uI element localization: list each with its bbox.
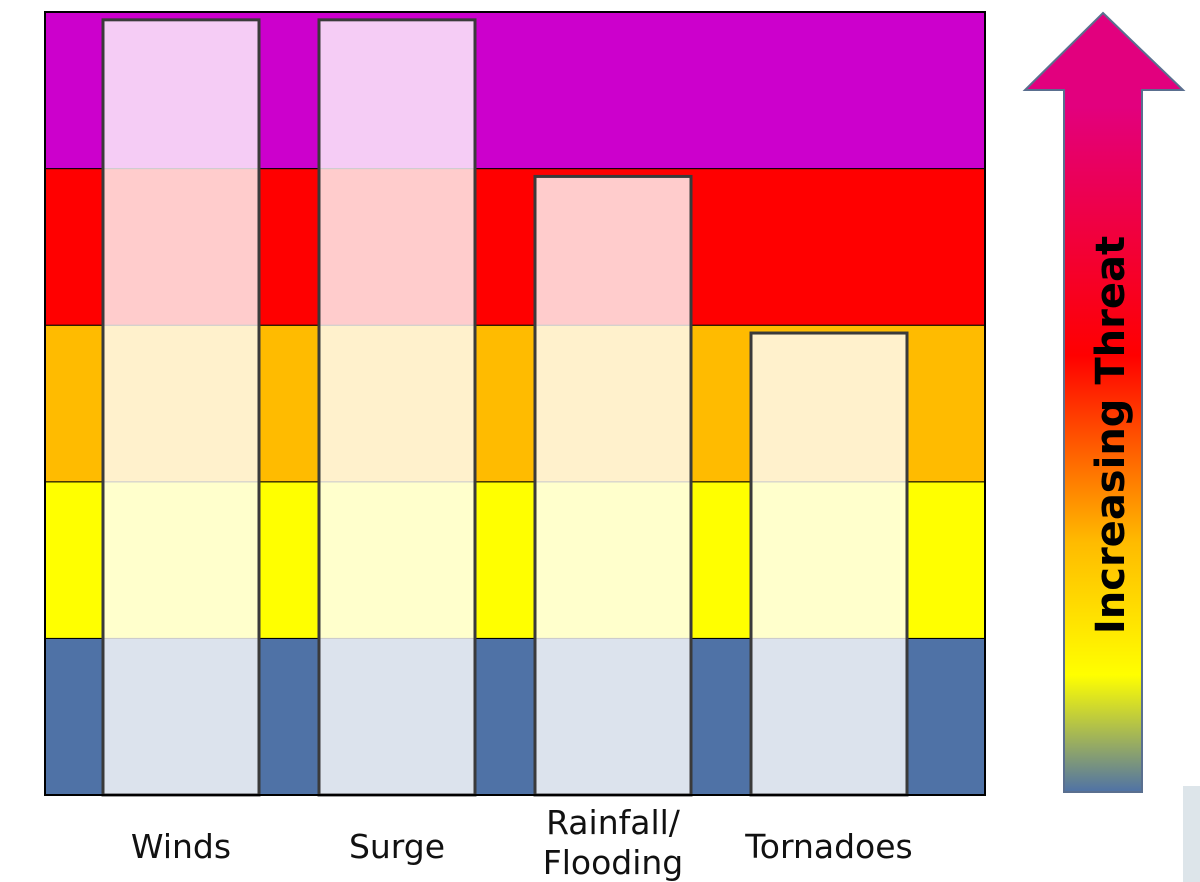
- bar-tornadoes: [749, 331, 909, 797]
- arrow-label: Increasing Threat: [1088, 236, 1134, 634]
- bar-rainfall-flooding: [533, 174, 693, 797]
- increasing-threat-arrow: Increasing Threat: [1022, 11, 1186, 793]
- category-label: Surge: [349, 827, 445, 866]
- bar-winds: [101, 18, 261, 797]
- corner-fragment: [1183, 786, 1200, 882]
- category-label: Tornadoes: [744, 827, 913, 866]
- bars: [101, 18, 909, 797]
- category-labels: Winds Surge Rainfall/Flooding Tornadoes: [131, 803, 913, 882]
- category-label: Winds: [131, 827, 231, 866]
- category-label: Rainfall/: [546, 803, 681, 842]
- up-arrow-icon: [1022, 11, 1186, 793]
- bar-surge: [317, 18, 477, 797]
- category-label: Flooding: [543, 843, 684, 882]
- plot-frame: [44, 11, 986, 796]
